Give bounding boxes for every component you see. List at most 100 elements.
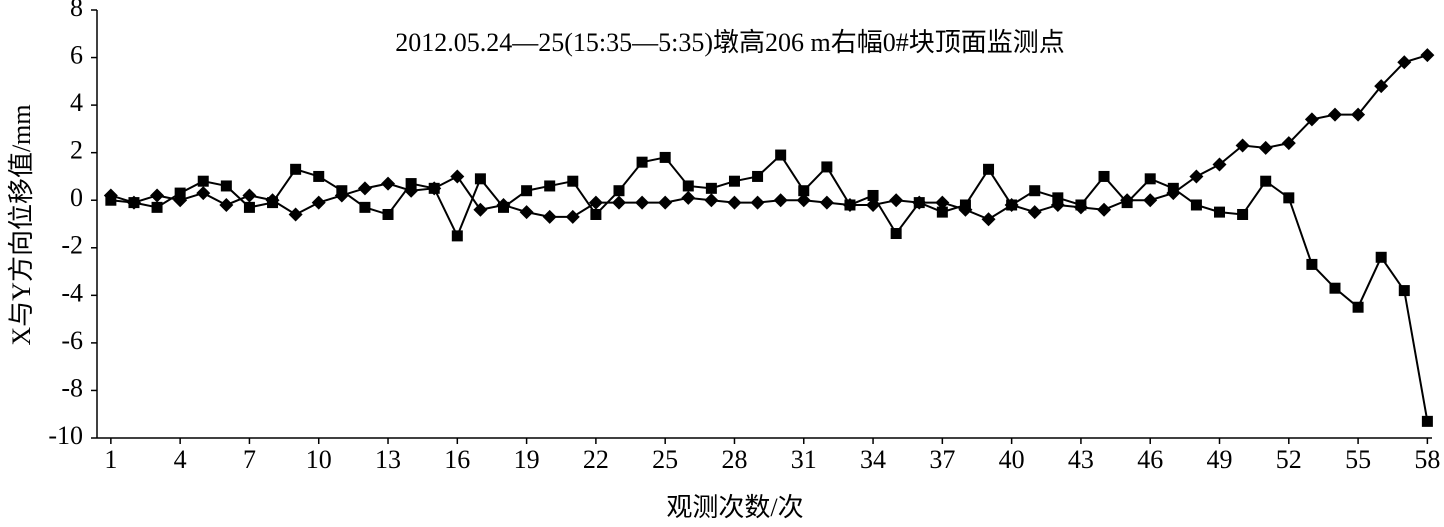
point (750, 195, 765, 210)
y-tick-label: -2 (61, 231, 83, 260)
point (867, 189, 879, 201)
point (359, 201, 371, 213)
x-tick-label: 40 (999, 445, 1025, 474)
point (1189, 169, 1204, 184)
point (1212, 157, 1227, 172)
point (242, 188, 257, 203)
y-tick-label: 8 (70, 0, 83, 22)
x-tick-label: 37 (929, 445, 955, 474)
x-tick-label: 7 (243, 445, 256, 474)
point (1327, 107, 1342, 122)
point (796, 193, 811, 208)
x-tick-label: 46 (1137, 445, 1163, 474)
point (1143, 193, 1158, 208)
point (1029, 185, 1041, 197)
point (1375, 251, 1387, 263)
point (357, 181, 372, 196)
point (1190, 199, 1202, 211)
series-line (110, 54, 1428, 221)
point (981, 212, 996, 227)
point (473, 202, 488, 217)
point (1351, 107, 1366, 122)
x-tick-label: 13 (375, 445, 401, 474)
x-tick-label: 31 (791, 445, 817, 474)
y-tick-label: -4 (61, 278, 83, 307)
chart-title: 2012.05.24—25(15:35—5:35)墩高206 m右幅0#块顶面监… (395, 28, 1065, 57)
x-tick-label: 49 (1207, 445, 1233, 474)
point (196, 186, 211, 201)
point (565, 209, 580, 224)
point (819, 195, 834, 210)
point (542, 209, 557, 224)
point (913, 197, 925, 209)
y-tick-label: 6 (70, 41, 83, 70)
point (775, 149, 787, 161)
point (727, 195, 742, 210)
point (1260, 175, 1272, 187)
point (311, 195, 326, 210)
point (1304, 112, 1319, 127)
point (474, 173, 486, 185)
x-tick-label: 28 (721, 445, 747, 474)
point (1329, 282, 1341, 294)
point (844, 199, 856, 211)
point (659, 151, 671, 163)
point (752, 170, 764, 182)
point (1075, 199, 1087, 211)
point (1214, 206, 1226, 218)
point (567, 175, 579, 187)
point (288, 207, 303, 222)
point (590, 208, 602, 220)
x-tick-label: 34 (860, 445, 886, 474)
point (935, 195, 950, 210)
point (519, 205, 534, 220)
point (290, 163, 302, 175)
point (450, 169, 465, 184)
point (1097, 202, 1112, 217)
point (1121, 197, 1133, 209)
point (704, 193, 719, 208)
point (128, 197, 140, 209)
x-tick-label: 25 (652, 445, 678, 474)
point (890, 228, 902, 240)
point (1420, 48, 1435, 63)
point (705, 182, 717, 194)
point (1258, 140, 1273, 155)
point (1352, 301, 1364, 313)
point (798, 185, 810, 197)
point (636, 156, 648, 168)
point (1098, 170, 1110, 182)
point (588, 195, 603, 210)
y-tick-label: -8 (61, 373, 83, 402)
point (544, 180, 556, 192)
point (451, 230, 463, 242)
point (1027, 205, 1042, 220)
point (336, 185, 348, 197)
point (220, 180, 232, 192)
x-tick-label: 52 (1276, 445, 1302, 474)
x-tick-label: 10 (306, 445, 332, 474)
point (658, 195, 673, 210)
x-tick-label: 4 (174, 445, 187, 474)
point (405, 178, 417, 190)
point (105, 194, 117, 206)
point (681, 190, 696, 205)
point (889, 193, 904, 208)
point (613, 185, 625, 197)
point (498, 201, 510, 213)
point (1235, 138, 1250, 153)
y-tick-label: -10 (48, 421, 83, 450)
point (381, 176, 396, 191)
point (635, 195, 650, 210)
point (1167, 182, 1179, 194)
point (150, 188, 165, 203)
point (1006, 199, 1018, 211)
x-tick-label: 16 (444, 445, 470, 474)
y-tick-label: 0 (70, 183, 83, 212)
point (1306, 258, 1318, 270)
point (1374, 79, 1389, 94)
point (197, 175, 209, 187)
y-tick-label: 4 (70, 88, 83, 117)
point (267, 197, 279, 209)
